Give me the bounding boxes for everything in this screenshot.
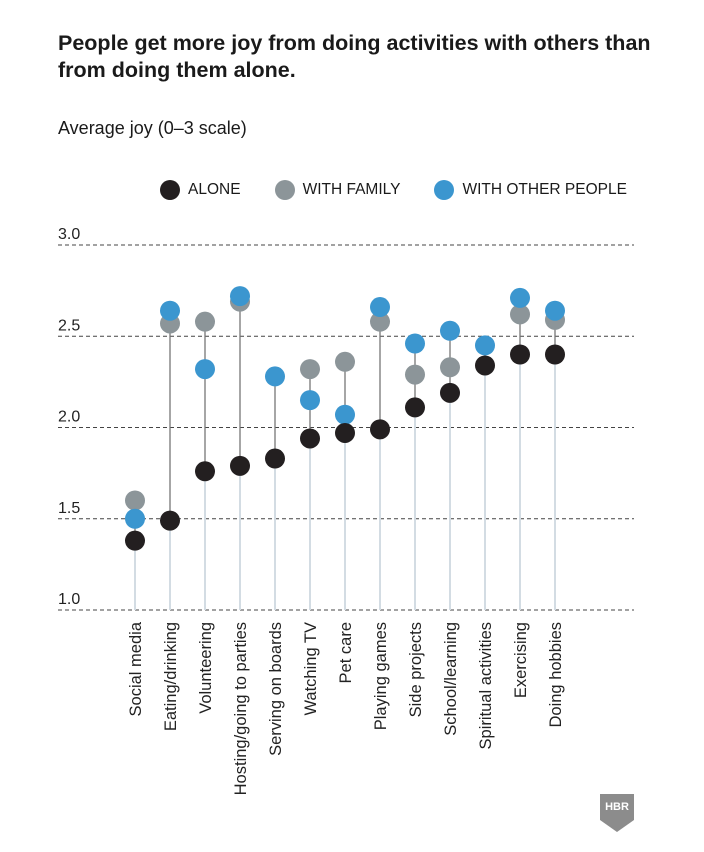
point-others <box>405 333 425 354</box>
legend-marker-family <box>274 180 295 200</box>
legend-label-others: WITH OTHER PEOPLE <box>462 181 627 198</box>
x-tick-label: Watching TV <box>302 622 320 716</box>
point-others <box>370 297 390 318</box>
y-tick-label: 3.0 <box>58 226 80 243</box>
point-alone <box>475 355 495 376</box>
point-alone <box>125 530 145 551</box>
x-tick-label: Spiritual activities <box>477 622 495 749</box>
legend-item-others: WITH OTHER PEOPLE <box>434 180 627 200</box>
point-others <box>265 366 285 387</box>
x-tick-label: Exercising <box>512 622 530 698</box>
x-tick-label: Playing games <box>372 622 390 730</box>
x-tick-label: Side projects <box>407 622 425 717</box>
hbr-logo: HBR <box>600 794 634 832</box>
point-family <box>440 357 460 378</box>
x-tick-label: Doing hobbies <box>547 622 565 728</box>
chart-subtitle: Average joy (0–3 scale) <box>58 118 247 138</box>
point-alone <box>440 382 460 403</box>
legend-marker-alone <box>160 180 180 200</box>
point-alone <box>370 419 390 440</box>
point-family <box>510 304 530 325</box>
point-alone <box>230 455 250 476</box>
point-family <box>195 311 215 332</box>
legend-item-family: WITH FAMILY <box>274 180 401 200</box>
point-alone <box>265 448 285 469</box>
point-others <box>510 287 530 308</box>
point-family <box>300 359 320 380</box>
y-tick-label: 1.0 <box>58 591 80 608</box>
x-tick-label: Pet care <box>337 622 355 683</box>
x-tick-label: Social media <box>127 621 145 716</box>
y-tick-label: 2.5 <box>58 317 80 334</box>
y-tick-label: 2.0 <box>58 409 80 426</box>
point-alone <box>405 397 425 418</box>
legend-label-alone: ALONE <box>188 181 241 198</box>
point-others <box>300 390 320 411</box>
point-others <box>230 286 250 307</box>
legend-marker-others <box>434 180 455 200</box>
x-tick-label: School/learning <box>442 622 460 736</box>
chart-title: People get more joy from doing activitie… <box>58 31 651 82</box>
point-alone <box>335 422 355 443</box>
point-alone <box>300 428 320 449</box>
legend-label-family: WITH FAMILY <box>302 181 401 198</box>
legend: ALONE WITH FAMILY WITH OTHER PEOPLE <box>160 180 627 200</box>
legend-item-alone: ALONE <box>160 180 241 200</box>
point-others <box>160 300 180 321</box>
x-tick-label: Eating/drinking <box>162 622 180 731</box>
svg-text:HBR: HBR <box>605 801 629 813</box>
point-others <box>195 359 215 380</box>
point-family <box>370 311 390 332</box>
point-alone <box>160 510 180 531</box>
x-tick-label: Hosting/going to parties <box>232 622 250 795</box>
point-others <box>125 508 145 529</box>
y-tick-label: 1.5 <box>58 500 80 517</box>
point-others <box>335 404 355 425</box>
point-family <box>405 364 425 385</box>
point-alone <box>510 344 530 365</box>
point-alone <box>195 461 215 482</box>
point-others <box>545 300 565 321</box>
point-family <box>125 490 145 511</box>
x-tick-label: Serving on boards <box>267 622 285 756</box>
point-alone <box>545 344 565 365</box>
x-tick-label: Volunteering <box>197 622 215 714</box>
point-family <box>335 351 355 372</box>
point-others <box>440 320 460 341</box>
point-others <box>475 335 495 356</box>
